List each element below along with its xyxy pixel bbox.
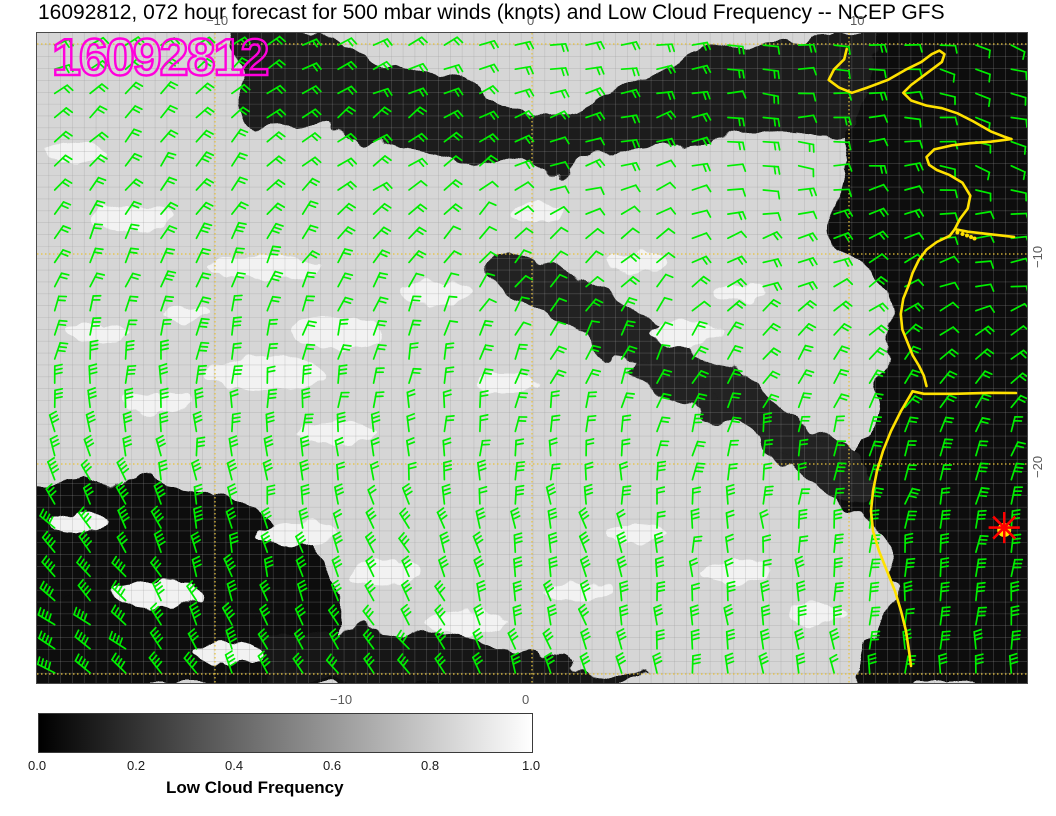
svg-text:16092812: 16092812 — [52, 33, 267, 87]
